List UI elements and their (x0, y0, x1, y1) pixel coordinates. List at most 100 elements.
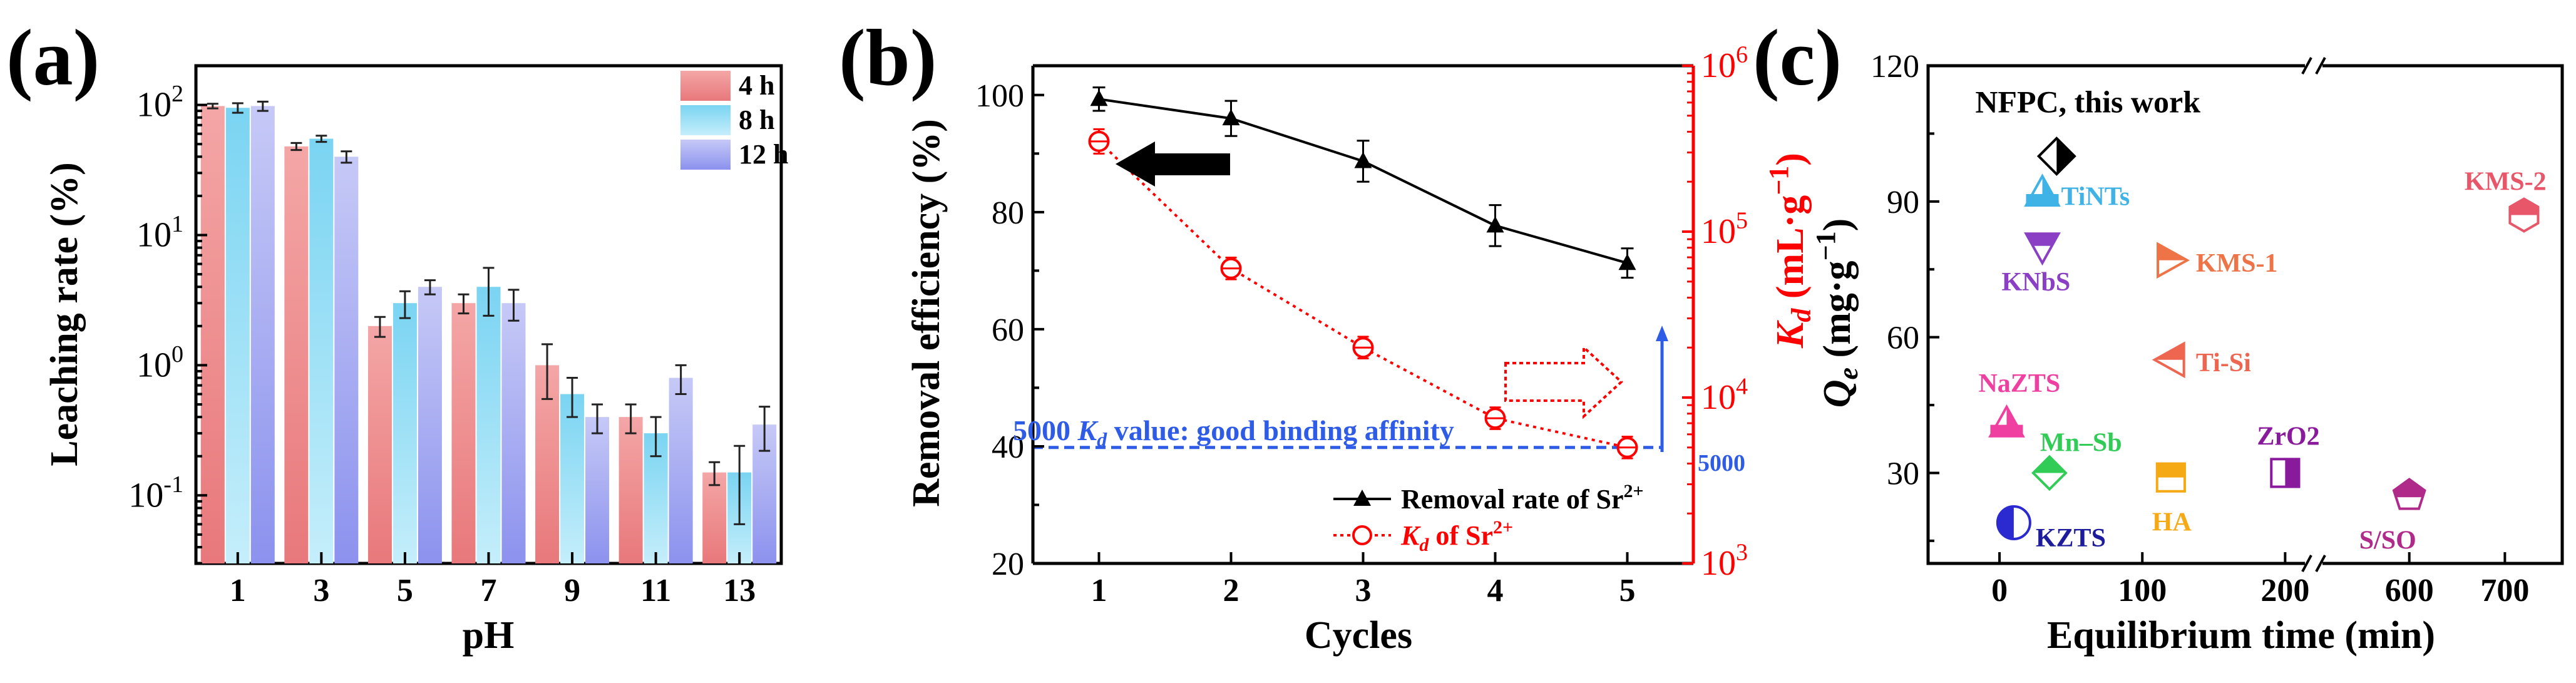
bar-12h-pH11 (669, 377, 693, 563)
bar-8h-pH3 (309, 138, 334, 564)
a-xtick-label: 3 (313, 573, 329, 609)
point-mn-sb-label: Mn–Sb (2040, 428, 2122, 457)
legend-kd-label: Kd of Sr2+ (1400, 517, 1513, 555)
c-ylabel-close: ) (1816, 218, 1859, 232)
point-s-so-label: S/SO (2359, 526, 2416, 555)
point-tints-label: TiNTs (2061, 182, 2130, 211)
a-ytick-label-exp: 2 (172, 81, 183, 107)
c-ytick-label: 120 (1870, 49, 1919, 85)
bar-12h-pH3 (334, 157, 359, 564)
c-xtick-label: 700 (2480, 573, 2529, 609)
b-y2tick-label-exp: 6 (1736, 41, 1748, 68)
c-xtick-label: 0 (1991, 573, 2008, 609)
a-xtick-label: 11 (640, 573, 671, 609)
legend-removal-sup: 2+ (1624, 481, 1644, 501)
panel-a-xlabel: pH (463, 614, 515, 657)
panel-c-chart: 30 60 90 120 0 100 200 600 700 NFPC, this work T… (1810, 49, 2564, 657)
point-zro2-fill (2285, 459, 2299, 487)
b-y2tick-label-exp: 5 (1736, 207, 1748, 234)
y2label-sub: d (1786, 308, 1817, 322)
legend-kd-rest: of Sr (1429, 520, 1493, 551)
point-zro2 (2270, 458, 2301, 488)
bottom-break-mark-2 (2315, 555, 2326, 572)
b-y2tick-label: 104 (1701, 373, 1748, 417)
b-ytick-label: 60 (992, 312, 1024, 348)
red-dotted-right-arrow (1504, 344, 1623, 419)
removal-point-cycle2 (1222, 109, 1240, 126)
a-xtick-label: 9 (564, 573, 580, 609)
bar-8h-pH5 (393, 303, 417, 563)
b-ytick-label: 20 (992, 547, 1024, 582)
point-ha-label: HA (2152, 508, 2192, 537)
c-ytick-label: 90 (1887, 185, 1919, 220)
b-xtick-label: 2 (1223, 573, 1239, 609)
point-ti-si (2152, 341, 2185, 379)
removal-point-cycle4 (1486, 216, 1504, 233)
c-ylabel-q: Q (1816, 379, 1859, 408)
panel-b-ylabel: Removal efficiency (%) (905, 119, 948, 507)
a-xtick-label: 13 (723, 573, 756, 609)
a-ytick-label-exp: 1 (172, 211, 183, 237)
point-kms-2 (2508, 197, 2540, 233)
a-ytick-label-exp: 0 (172, 341, 183, 367)
bar-4h-pH5 (367, 326, 392, 563)
c-xtick-label: 200 (2260, 573, 2309, 609)
b-y2tick-label-exp: 4 (1736, 373, 1748, 399)
point-ha-fill (2157, 463, 2185, 478)
a-ytick-label: 102 (136, 81, 183, 125)
bar-4h-pH7 (451, 303, 476, 563)
c-xtick-label: 100 (2118, 573, 2167, 609)
b-y2tick-label-exp: 3 (1736, 539, 1748, 565)
top-break-mark-2 (2315, 57, 2326, 74)
bar-12h-pH9 (585, 417, 610, 563)
bar-12h-pH7 (501, 303, 526, 563)
removal-point-cycle3 (1354, 151, 1372, 168)
b-ytick-label: 80 (992, 195, 1024, 231)
point-mn-sb (2031, 454, 2068, 491)
bar-4h-pH13 (702, 472, 727, 563)
point-mn-sb-fill (2033, 456, 2066, 473)
bar-12h-pH1 (250, 106, 275, 563)
a-ytick-label-base: 10 (136, 86, 172, 125)
bar-8h-pH1 (225, 108, 250, 563)
bar-8h-pH9 (560, 394, 585, 563)
annotation-prefix: 5000 (1013, 414, 1078, 446)
annotation-sub: d (1097, 428, 1107, 451)
a-ytick-label-exp: -1 (163, 471, 183, 498)
ref-line-label: 5000 (1698, 450, 1745, 476)
panel-c-xlabel: Equilibrium time (min) (2047, 614, 2435, 657)
point-s-so-fill (2393, 479, 2425, 498)
panel-b-legend: Removal rate of Sr2+ Kd of Sr2+ (1333, 481, 1644, 555)
point-knbs-label: KNbS (2002, 268, 2071, 297)
top-break-mark-1 (2301, 57, 2312, 74)
blue-up-arrowhead (1656, 326, 1668, 341)
y2label-exp: −1 (1763, 166, 1794, 195)
b-y2tick-label: 103 (1701, 539, 1748, 583)
point-kzts-label: KZTS (2036, 524, 2106, 553)
point-nazts-band (1990, 424, 2023, 436)
legend-kd-sub: d (1419, 535, 1429, 555)
removal-point-cycle1 (1090, 90, 1108, 106)
removal-point-cycle5 (1618, 254, 1636, 270)
legend-swatch-4h (680, 71, 731, 101)
panel-c-letter: (c) (1753, 13, 1842, 102)
legend-label-4h: 4 h (739, 70, 774, 101)
panel-b-y2label: Kd (mL·g−1) (1763, 153, 1817, 349)
legend-removal-text: Removal rate of Sr (1401, 484, 1624, 515)
bottom-break-mark-1 (2301, 555, 2312, 572)
point-tints (2024, 173, 2061, 207)
b-xtick-label: 3 (1355, 573, 1372, 609)
a-xtick-label: 7 (481, 573, 497, 609)
panel-b-letter: (b) (839, 13, 936, 102)
b-xtick-label: 1 (1091, 573, 1107, 609)
bar-4h-pH3 (284, 146, 309, 564)
a-xtick-label: 5 (397, 573, 413, 609)
point-knbs-fill (2026, 234, 2059, 246)
annotation-suffix: value: good binding affinity (1107, 414, 1454, 446)
b-xtick-label: 5 (1619, 573, 1636, 609)
a-ytick-label-base: 10 (136, 215, 172, 254)
panel-a-ylabel: Leaching rate (%) (43, 162, 86, 466)
